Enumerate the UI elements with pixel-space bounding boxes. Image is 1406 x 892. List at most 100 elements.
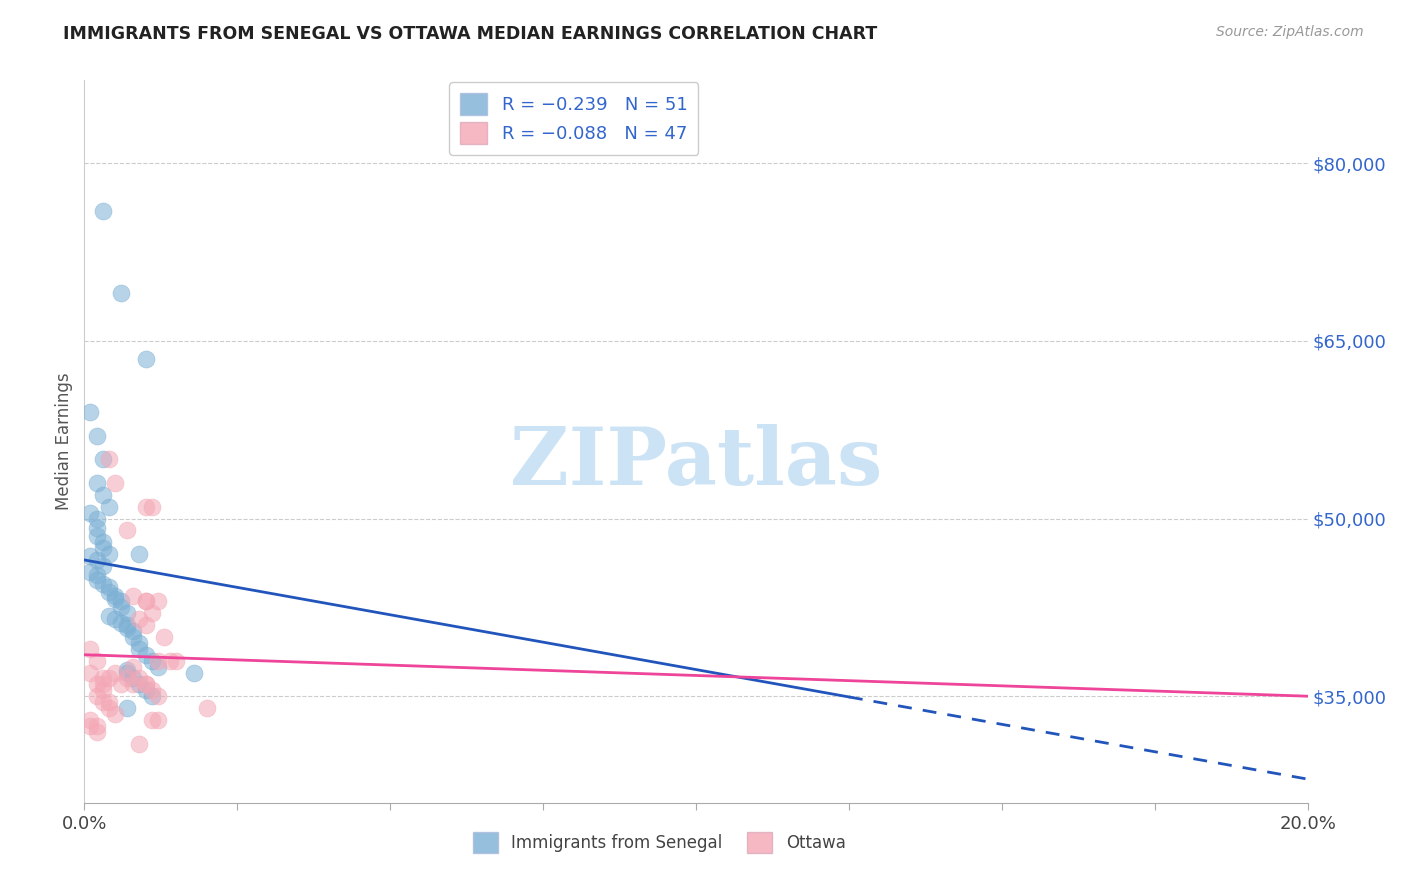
Point: [91, 677, 114, 691]
Point: [115, 524, 138, 538]
Point: [86, 428, 108, 442]
Point: [122, 659, 145, 673]
Point: [146, 659, 169, 673]
Point: [115, 663, 138, 677]
Point: [128, 641, 150, 656]
Text: Source: ZipAtlas.com: Source: ZipAtlas.com: [1216, 25, 1364, 39]
Point: [110, 594, 132, 608]
Point: [135, 677, 157, 691]
Point: [91, 695, 114, 709]
Point: [104, 665, 127, 680]
Point: [115, 618, 138, 632]
Point: [110, 615, 132, 630]
Point: [153, 630, 176, 644]
Point: [115, 620, 138, 634]
Point: [141, 500, 163, 514]
Point: [104, 706, 127, 721]
Point: [86, 573, 108, 587]
Point: [159, 654, 181, 668]
Point: [146, 654, 169, 668]
Point: [91, 576, 114, 591]
Point: [91, 672, 114, 686]
Point: [135, 677, 157, 691]
Point: [86, 475, 108, 490]
Point: [86, 521, 108, 535]
Point: [97, 608, 120, 623]
Point: [86, 677, 108, 691]
Point: [122, 624, 145, 638]
Point: [122, 672, 145, 686]
Point: [141, 713, 163, 727]
Y-axis label: Median Earnings: Median Earnings: [55, 373, 73, 510]
Point: [135, 618, 157, 632]
Point: [86, 724, 108, 739]
Point: [97, 585, 120, 599]
Point: [122, 630, 145, 644]
Point: [165, 654, 187, 668]
Point: [97, 547, 120, 561]
Point: [79, 405, 101, 419]
Point: [135, 594, 157, 608]
Point: [86, 654, 108, 668]
Point: [115, 665, 138, 680]
Point: [104, 612, 127, 626]
Point: [141, 607, 163, 621]
Point: [97, 580, 120, 594]
Point: [91, 541, 114, 556]
Point: [128, 677, 150, 691]
Point: [91, 558, 114, 573]
Point: [141, 683, 163, 698]
Point: [79, 665, 101, 680]
Point: [146, 713, 169, 727]
Point: [104, 592, 127, 607]
Point: [110, 286, 132, 301]
Point: [86, 529, 108, 543]
Point: [91, 488, 114, 502]
Point: [91, 683, 114, 698]
Point: [97, 672, 120, 686]
Point: [79, 719, 101, 733]
Point: [146, 594, 169, 608]
Point: [97, 452, 120, 467]
Point: [79, 565, 101, 579]
Point: [110, 677, 132, 691]
Point: [86, 689, 108, 703]
Point: [79, 506, 101, 520]
Point: [79, 713, 101, 727]
Point: [104, 475, 127, 490]
Point: [135, 594, 157, 608]
Point: [141, 654, 163, 668]
Point: [141, 689, 163, 703]
Point: [97, 500, 120, 514]
Point: [115, 701, 138, 715]
Point: [115, 672, 138, 686]
Text: IMMIGRANTS FROM SENEGAL VS OTTAWA MEDIAN EARNINGS CORRELATION CHART: IMMIGRANTS FROM SENEGAL VS OTTAWA MEDIAN…: [63, 25, 877, 43]
Point: [115, 607, 138, 621]
Point: [86, 511, 108, 525]
Point: [128, 737, 150, 751]
Point: [97, 695, 120, 709]
Text: ZIPatlas: ZIPatlas: [510, 425, 882, 502]
Point: [135, 648, 157, 662]
Point: [128, 547, 150, 561]
Point: [86, 553, 108, 567]
Point: [135, 351, 157, 366]
Point: [122, 589, 145, 603]
Point: [183, 665, 205, 680]
Point: [91, 452, 114, 467]
Point: [128, 612, 150, 626]
Point: [195, 701, 218, 715]
Point: [122, 677, 145, 691]
Point: [79, 641, 101, 656]
Point: [135, 500, 157, 514]
Legend: Immigrants from Senegal, Ottawa: Immigrants from Senegal, Ottawa: [467, 826, 852, 860]
Point: [97, 701, 120, 715]
Point: [79, 549, 101, 564]
Point: [91, 535, 114, 549]
Point: [146, 689, 169, 703]
Point: [104, 589, 127, 603]
Point: [91, 203, 114, 218]
Point: [135, 683, 157, 698]
Point: [86, 719, 108, 733]
Point: [128, 636, 150, 650]
